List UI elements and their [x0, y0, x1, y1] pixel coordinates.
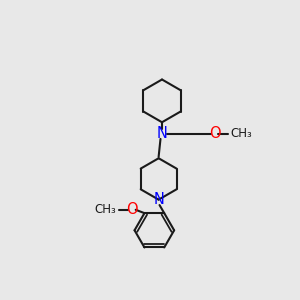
Text: CH₃: CH₃	[230, 127, 252, 140]
Text: CH₃: CH₃	[94, 203, 116, 216]
Text: O: O	[209, 126, 221, 141]
Text: N: N	[157, 126, 167, 141]
Text: O: O	[126, 202, 138, 217]
Text: N: N	[153, 192, 164, 207]
